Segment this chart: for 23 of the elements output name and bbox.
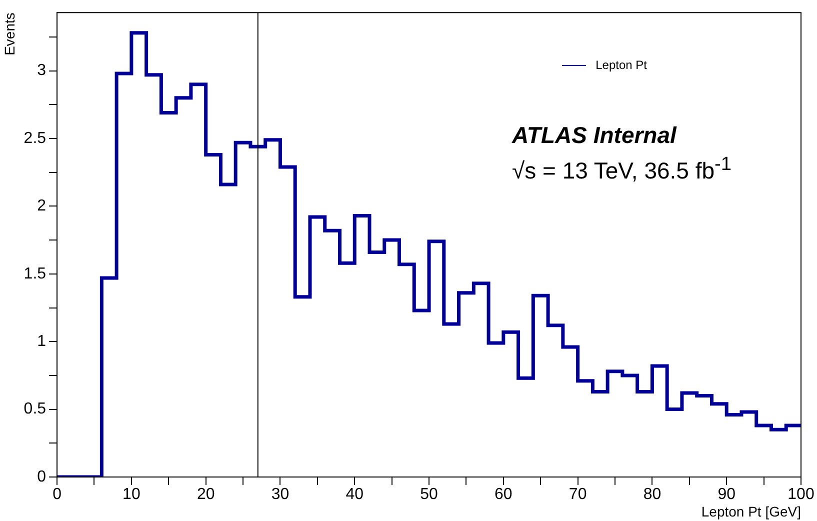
x-tick-label: 50 — [420, 486, 438, 504]
x-tick-label: 60 — [494, 486, 512, 504]
x-tick-label: 70 — [568, 486, 587, 504]
y-tick-label: 0 — [37, 468, 46, 486]
y-tick-label: 0.5 — [24, 400, 46, 418]
x-tick-label: 0 — [52, 486, 62, 504]
y-tick-label: 2 — [37, 198, 46, 215]
annotation: √s = 13 TeV, 36.5 fb$^{-1}$ — [512, 153, 732, 186]
x-tick-label: 40 — [346, 486, 364, 504]
annotation: ATLAS Internal — [512, 121, 678, 150]
y-tick-label: 1.5 — [24, 265, 46, 282]
x-axis-title: Lepton Pt [GeV] — [701, 503, 801, 520]
x-tick-label: 100 — [788, 486, 814, 504]
x-tick-label: 10 — [122, 486, 140, 504]
legend-label: Lepton Pt — [596, 58, 647, 72]
y-tick-label: 1 — [37, 333, 46, 350]
x-tick-label: 30 — [271, 486, 290, 504]
y-tick-label: 3 — [37, 62, 46, 80]
x-tick-label: 90 — [718, 486, 736, 504]
x-tick-label: 20 — [196, 486, 215, 504]
y-axis-title: Events — [1, 12, 18, 56]
y-tick-label: 2.5 — [24, 130, 46, 147]
x-tick-label: 80 — [643, 486, 662, 504]
